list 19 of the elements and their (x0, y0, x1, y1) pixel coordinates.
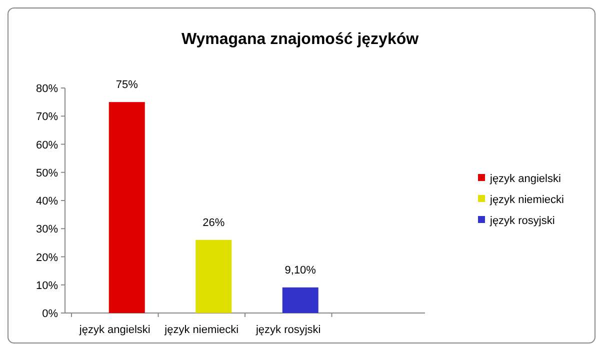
y-tick-label: 70% (36, 111, 58, 124)
y-tick-label: 10% (36, 280, 58, 292)
y-tick-label: 0% (42, 308, 58, 320)
y-tick-label: 60% (36, 139, 58, 152)
y-tick-label: 40% (36, 196, 58, 208)
y-tick-label: 20% (36, 252, 58, 264)
legend-label: język niemiecki (489, 194, 564, 206)
legend-label: język angielski (489, 173, 561, 185)
text: 9,10% (284, 264, 316, 276)
x-tick-label: język rosyjski (254, 324, 321, 336)
x-tick-label: język niemiecki (164, 324, 239, 336)
legend-label: język rosyjski (489, 215, 555, 227)
y-tick-label: 50% (36, 167, 58, 180)
y-tick-label: 30% (36, 224, 58, 236)
text: 26% (202, 216, 225, 229)
text: 75% (116, 79, 138, 92)
x-tick-label: język angielski (78, 324, 150, 336)
chart-title: Wymagana znajomość języków (181, 31, 420, 48)
y-tick-label: 80% (36, 83, 58, 95)
